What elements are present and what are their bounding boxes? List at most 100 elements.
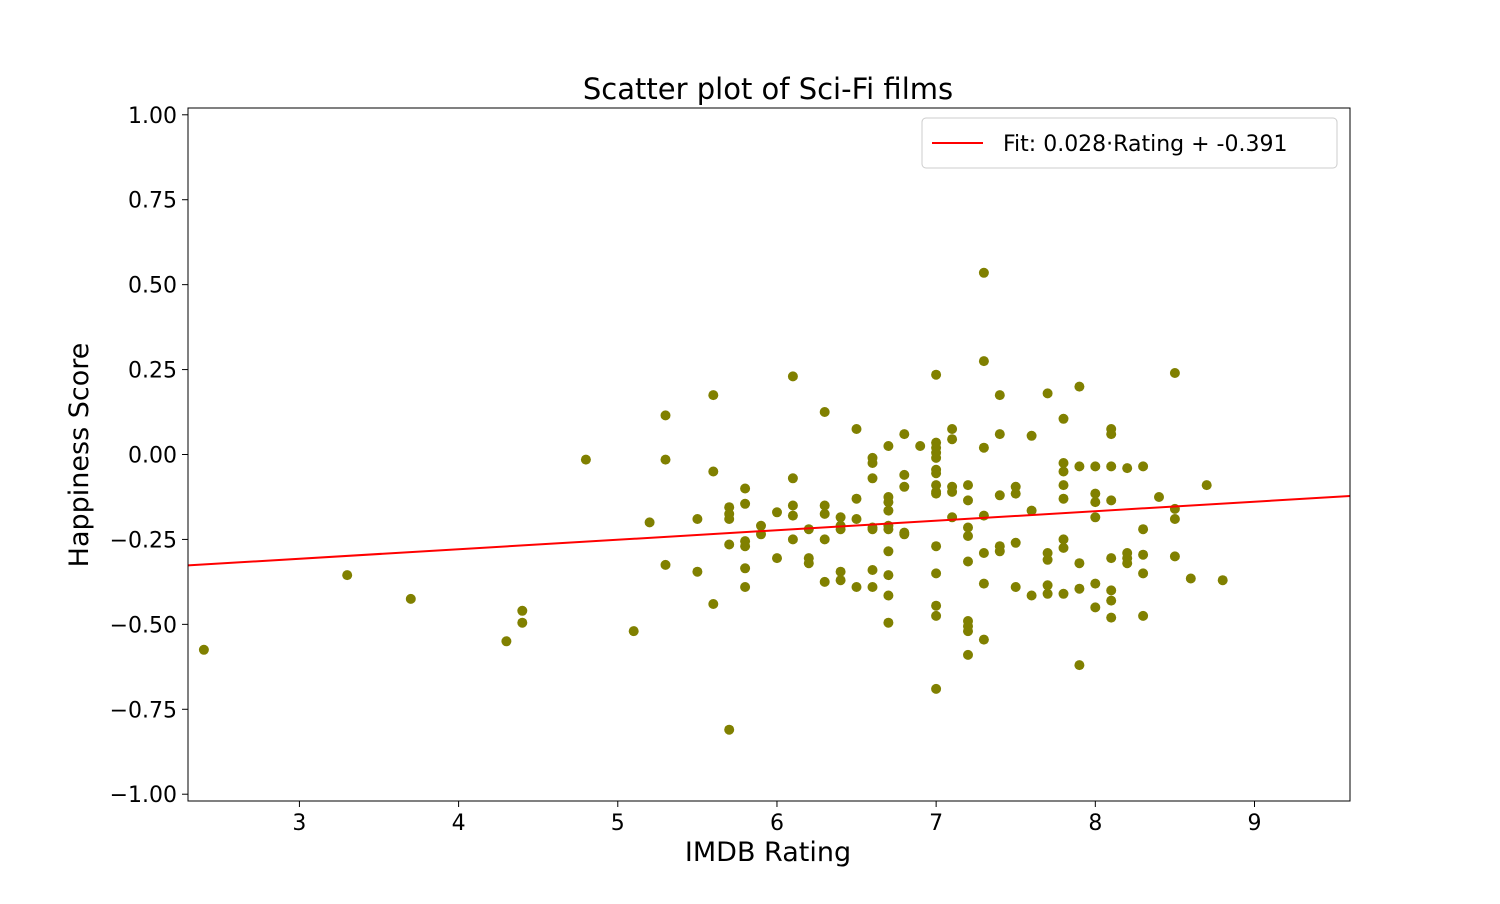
data-point bbox=[883, 524, 894, 535]
data-point bbox=[899, 529, 910, 540]
data-point bbox=[931, 683, 942, 694]
data-point bbox=[772, 553, 782, 564]
data-point bbox=[1074, 558, 1085, 569]
data-point bbox=[1074, 583, 1085, 594]
y-tick-label: 0.50 bbox=[128, 274, 177, 299]
data-point bbox=[963, 480, 973, 491]
data-point bbox=[501, 636, 512, 647]
data-point bbox=[978, 510, 989, 521]
data-point bbox=[994, 546, 1005, 557]
data-point bbox=[931, 468, 942, 479]
data-point bbox=[931, 488, 942, 499]
data-point bbox=[724, 539, 735, 550]
data-point bbox=[1042, 580, 1053, 591]
data-point bbox=[787, 371, 798, 382]
data-point bbox=[1106, 461, 1117, 472]
data-point bbox=[1106, 553, 1117, 564]
data-point bbox=[931, 568, 942, 579]
data-point bbox=[963, 531, 973, 541]
data-point bbox=[1090, 497, 1101, 508]
data-point bbox=[883, 546, 894, 557]
data-point bbox=[963, 556, 973, 567]
x-tick-label: 8 bbox=[1088, 811, 1102, 836]
data-point bbox=[803, 558, 814, 569]
data-point bbox=[1106, 595, 1117, 606]
data-point bbox=[1169, 368, 1180, 378]
data-point bbox=[1058, 534, 1069, 545]
data-point bbox=[978, 578, 989, 589]
data-point bbox=[883, 441, 894, 451]
legend-fit-label: Fit: 0.028·Rating + -0.391 bbox=[1003, 132, 1287, 157]
data-point bbox=[1138, 568, 1149, 579]
data-point bbox=[517, 617, 528, 628]
data-point bbox=[1154, 492, 1164, 502]
data-point bbox=[1074, 381, 1085, 392]
y-axis-label: Happiness Score bbox=[64, 343, 95, 568]
y-tick-label: −0.25 bbox=[110, 528, 177, 553]
data-point bbox=[1090, 578, 1101, 589]
data-point bbox=[851, 493, 862, 504]
data-point bbox=[947, 434, 958, 445]
data-point bbox=[883, 497, 894, 508]
data-point bbox=[1106, 612, 1117, 623]
data-point bbox=[1090, 602, 1101, 613]
data-point bbox=[1010, 582, 1021, 592]
x-tick-label: 6 bbox=[770, 811, 784, 836]
data-point bbox=[1169, 514, 1180, 524]
y-axis: 1.00 0.75 0.50 0.25 0.00 −0.25 −0.50 −0.75 −1.00 bbox=[110, 104, 188, 808]
data-point bbox=[628, 626, 639, 637]
x-tick-label: 3 bbox=[292, 811, 306, 836]
data-point bbox=[851, 514, 862, 524]
plot-frame bbox=[187, 107, 1351, 802]
data-point bbox=[1042, 588, 1053, 599]
data-point bbox=[517, 605, 528, 616]
fit-layer bbox=[187, 495, 1351, 567]
data-point bbox=[708, 390, 719, 401]
data-point bbox=[644, 517, 655, 528]
data-point bbox=[963, 522, 973, 533]
data-point bbox=[931, 452, 942, 463]
data-point bbox=[692, 514, 703, 524]
data-point bbox=[851, 582, 862, 592]
data-point bbox=[978, 356, 989, 367]
data-point bbox=[1058, 493, 1069, 504]
data-point bbox=[787, 500, 798, 511]
data-point bbox=[978, 267, 989, 278]
y-tick-label: 0.25 bbox=[128, 359, 177, 384]
data-point bbox=[1010, 537, 1021, 548]
data-point bbox=[899, 469, 910, 480]
data-point bbox=[963, 649, 973, 660]
data-point bbox=[994, 429, 1005, 440]
data-point bbox=[947, 424, 958, 434]
fit-line bbox=[187, 495, 1351, 567]
data-point bbox=[787, 510, 798, 521]
data-point bbox=[1185, 573, 1196, 584]
data-point bbox=[342, 570, 353, 581]
data-point bbox=[1138, 610, 1149, 621]
data-point bbox=[708, 599, 719, 609]
data-point bbox=[724, 724, 735, 735]
data-point bbox=[931, 600, 942, 611]
data-point bbox=[1026, 430, 1037, 441]
data-point bbox=[708, 466, 719, 477]
data-point bbox=[405, 593, 416, 604]
data-point bbox=[994, 490, 1005, 501]
points-layer bbox=[198, 267, 1228, 735]
data-point bbox=[994, 390, 1005, 401]
data-point bbox=[867, 582, 878, 592]
data-point bbox=[978, 634, 989, 645]
data-point bbox=[740, 541, 751, 552]
data-point bbox=[1058, 480, 1069, 491]
data-point bbox=[740, 563, 751, 574]
data-point bbox=[1026, 590, 1037, 601]
data-point bbox=[963, 626, 973, 637]
data-point bbox=[978, 442, 989, 453]
data-point bbox=[1106, 585, 1117, 596]
data-point bbox=[740, 582, 751, 592]
data-point bbox=[1090, 488, 1101, 499]
data-point bbox=[867, 473, 878, 484]
data-point bbox=[1138, 524, 1149, 535]
data-point bbox=[772, 507, 782, 518]
data-point bbox=[1042, 554, 1053, 565]
